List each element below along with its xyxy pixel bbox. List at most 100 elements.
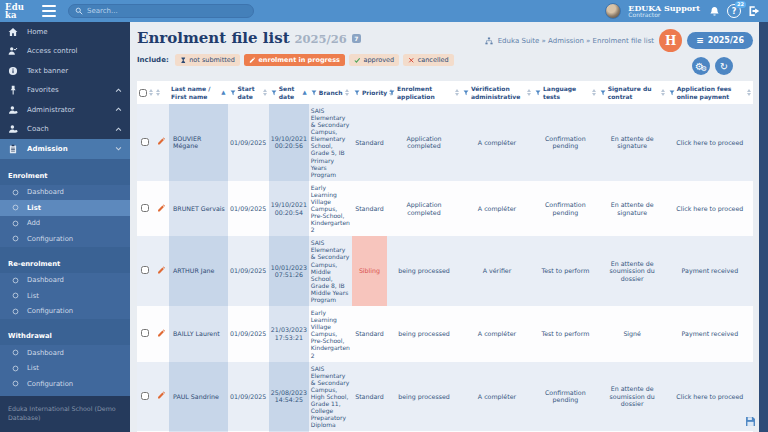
submenu-item-label: Configuration bbox=[27, 307, 73, 315]
radio-bullet-icon bbox=[12, 204, 19, 211]
filter-chip-not-submitted[interactable]: not submitted bbox=[175, 54, 240, 66]
column-header-sent-date[interactable]: Sent date ▲ bbox=[269, 81, 309, 104]
cell-branch: Early Learning Village Campus, Pre-Schoo… bbox=[309, 181, 352, 237]
cell-enrolment-application: being processed bbox=[387, 306, 461, 362]
filter-funnel-icon[interactable] bbox=[535, 90, 541, 96]
school-year-button[interactable]: ≡ 2025/26 bbox=[687, 32, 753, 49]
filter-funnel-icon[interactable] bbox=[600, 90, 606, 96]
sidebar-item-re-enrolment-list[interactable]: List bbox=[0, 288, 130, 304]
filter-funnel-icon[interactable] bbox=[271, 90, 277, 96]
filter-funnel-icon[interactable] bbox=[354, 90, 360, 96]
sort-caret-icon[interactable] bbox=[527, 89, 531, 96]
sidebar-item-enrolment-dashboard[interactable]: Dashboard bbox=[0, 185, 130, 201]
sidebar-item-favorites[interactable]: Favorites bbox=[0, 81, 130, 101]
sidebar-item-text-banner[interactable]: Text banner bbox=[0, 61, 130, 81]
section-title: Enrolment bbox=[8, 172, 48, 180]
school-name-footer: Eduka International School (Demo Databas… bbox=[0, 399, 130, 432]
sidebar-item-coach[interactable]: Coach bbox=[0, 120, 130, 140]
sort-caret-icon[interactable] bbox=[747, 89, 751, 96]
filter-funnel-icon[interactable] bbox=[311, 90, 317, 96]
logout-icon[interactable] bbox=[748, 5, 760, 17]
filter-funnel-icon[interactable] bbox=[669, 90, 675, 96]
sort-caret-icon[interactable] bbox=[263, 89, 267, 96]
column-header-language-tests[interactable]: Language tests bbox=[533, 81, 598, 104]
search-input[interactable] bbox=[87, 7, 237, 15]
column-header-v-rification-administrative[interactable]: Vérification administrative bbox=[461, 81, 533, 104]
help-icon[interactable]: ?22 bbox=[727, 4, 741, 18]
column-header-priority[interactable]: Priority bbox=[352, 81, 387, 104]
cell-signature-du-contrat: En attente de soumission du dossier bbox=[598, 236, 667, 306]
sidebar-section-re-enrolment: Re-enrolment bbox=[0, 247, 130, 273]
column-header-branch[interactable]: Branch bbox=[309, 81, 352, 104]
filter-funnel-icon[interactable] bbox=[463, 90, 469, 96]
filter-funnel-icon[interactable] bbox=[389, 90, 395, 96]
cell-last-first-name: BRUNET Gervais bbox=[169, 181, 228, 237]
sort-caret-icon[interactable] bbox=[149, 89, 153, 96]
row-checkbox[interactable] bbox=[141, 266, 149, 274]
sidebar-item-withdrawal-dashboard[interactable]: Dashboard bbox=[0, 345, 130, 361]
row-checkbox[interactable] bbox=[141, 204, 149, 212]
sidebar-item-withdrawal-configuration[interactable]: Configuration bbox=[0, 376, 130, 392]
column-header-application-fees-online-payment[interactable]: Application fees online payment bbox=[667, 81, 753, 104]
eduka-logo[interactable]: Edu ka bbox=[0, 0, 36, 22]
cell-application-fees-payment[interactable]: Click here to proceed bbox=[667, 362, 753, 432]
sidebar-item-enrolment-configuration[interactable]: Configuration bbox=[0, 231, 130, 247]
row-checkbox[interactable] bbox=[141, 138, 149, 146]
sidebar-item-withdrawal-list[interactable]: List bbox=[0, 361, 130, 377]
school-logo[interactable]: H bbox=[659, 29, 682, 52]
sort-caret-icon[interactable] bbox=[455, 89, 459, 96]
sort-caret-icon[interactable] bbox=[661, 89, 665, 96]
cell-language-tests: Test to perform bbox=[533, 306, 598, 362]
page-title: Enrolment file list 2025/26 7 bbox=[137, 29, 454, 47]
sidebar-item-administrator[interactable]: Administrator bbox=[0, 100, 130, 120]
sidebar-item-enrolment-add[interactable]: Add bbox=[0, 216, 130, 232]
cell-signature-du-contrat: En attente de signature bbox=[598, 181, 667, 237]
notifications-bell-icon[interactable] bbox=[709, 6, 720, 17]
menu-toggle-icon[interactable] bbox=[42, 5, 56, 17]
row-checkbox[interactable] bbox=[141, 329, 149, 337]
nav-item-label: Access control bbox=[27, 47, 122, 55]
sidebar-item-re-enrolment-dashboard[interactable]: Dashboard bbox=[0, 273, 130, 289]
column-header-enrolment-application[interactable]: Enrolment application bbox=[387, 81, 461, 104]
sidebar-item-enrolment-list[interactable]: List bbox=[0, 200, 130, 216]
column-header-signature-du-contrat[interactable]: Signature du contrat bbox=[598, 81, 667, 104]
sidebar-item-access-control[interactable]: Access control bbox=[0, 42, 130, 62]
column-header-start-date[interactable]: Start date bbox=[228, 81, 269, 104]
vertical-scrollbar[interactable] bbox=[759, 22, 768, 432]
row-checkbox[interactable] bbox=[141, 392, 149, 400]
sitemap-icon bbox=[485, 37, 493, 45]
sort-asc-icon[interactable]: ▲ bbox=[303, 89, 307, 96]
cell-application-fees-payment[interactable]: Click here to proceed bbox=[667, 181, 753, 237]
column-header-last-name-first-name[interactable]: Last name / First name ▲ bbox=[169, 81, 228, 104]
select-all-checkbox[interactable] bbox=[139, 89, 147, 97]
edit-pencil-icon[interactable] bbox=[157, 266, 166, 275]
global-search[interactable] bbox=[68, 4, 254, 18]
filter-chip-enrolment-in-progress[interactable]: enrolment in progress bbox=[244, 54, 345, 66]
edit-pencil-icon[interactable] bbox=[157, 329, 166, 338]
sidebar-item-home[interactable]: Home bbox=[0, 22, 130, 42]
filter-funnel-icon[interactable] bbox=[230, 90, 236, 96]
filter-chip-cancelled[interactable]: cancelled bbox=[403, 54, 454, 66]
submenu-item-label: Configuration bbox=[27, 235, 73, 243]
logo-text-bottom: ka bbox=[5, 11, 36, 19]
submenu-item-label: Add bbox=[27, 219, 40, 227]
nav-item-icon bbox=[8, 144, 18, 154]
settings-cogs-button[interactable]: ⚙⚙ bbox=[692, 57, 710, 75]
cell-sent-date: 21/03/202317:53:21 bbox=[269, 306, 309, 362]
avatar[interactable] bbox=[605, 3, 621, 19]
sidebar-item-re-enrolment-configuration[interactable]: Configuration bbox=[0, 304, 130, 320]
sort-caret-icon[interactable] bbox=[345, 89, 349, 96]
refresh-icon: ↻ bbox=[720, 61, 728, 72]
edit-pencil-icon[interactable] bbox=[157, 204, 166, 213]
sort-asc-icon[interactable]: ▲ bbox=[221, 89, 225, 96]
refresh-button[interactable]: ↻ bbox=[715, 57, 733, 75]
edit-pencil-icon[interactable] bbox=[157, 137, 166, 146]
cell-application-fees-payment[interactable]: Click here to proceed bbox=[667, 104, 753, 181]
cell-signature-du-contrat: En attente de signature bbox=[598, 104, 667, 181]
sidebar-item-admission[interactable]: Admission bbox=[0, 139, 130, 159]
save-floppy-icon[interactable] bbox=[745, 416, 756, 427]
edit-pencil-icon[interactable] bbox=[157, 391, 166, 400]
sort-caret-icon[interactable] bbox=[592, 89, 596, 96]
filter-chip-approved[interactable]: approved bbox=[349, 54, 399, 66]
sort-caret-icon[interactable] bbox=[156, 89, 160, 96]
